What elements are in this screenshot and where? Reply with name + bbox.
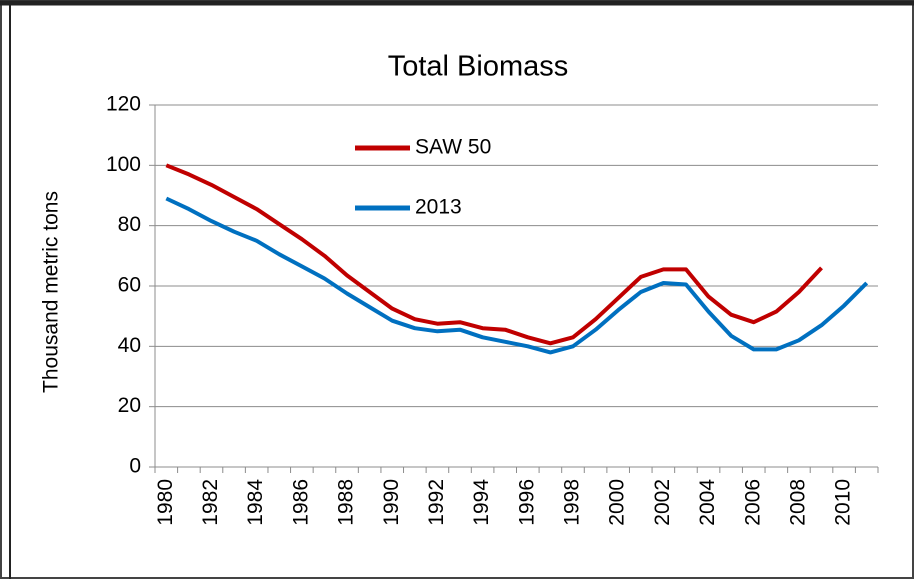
chart-title: Total Biomass (388, 51, 569, 83)
x-tick-label: 2000 (606, 479, 629, 526)
y-tick-label: 80 (118, 213, 141, 236)
x-tick-label: 1988 (335, 479, 358, 526)
x-tick-label: 2006 (741, 479, 764, 526)
y-tick-label: 20 (118, 394, 141, 417)
legend-label: SAW 50 (415, 136, 491, 159)
x-tick-label: 1998 (561, 479, 584, 526)
y-tick-label: 60 (118, 274, 141, 297)
legend-label: 2013 (415, 196, 462, 219)
series-line (165, 163, 823, 346)
x-tick-label: 1996 (515, 479, 538, 526)
x-tick-label: 2010 (832, 479, 855, 526)
x-tick-label: 1986 (289, 479, 312, 526)
x-tick-label: 2002 (651, 479, 674, 526)
x-tick-label: 1980 (154, 479, 177, 526)
y-tick-label: 120 (106, 93, 141, 116)
x-tick-label: 2004 (696, 479, 719, 526)
x-tick-label: 1994 (470, 479, 493, 526)
y-axis-label: Thousand metric tons (40, 191, 63, 393)
y-tick-label: 0 (129, 455, 141, 478)
y-tick-label: 40 (118, 334, 141, 357)
x-tick-label: 1984 (244, 479, 267, 526)
y-tick-label: 100 (106, 153, 141, 176)
x-tick-label: 1990 (380, 479, 403, 526)
x-tick-label: 1982 (199, 479, 222, 526)
x-tick-label: 1992 (425, 479, 448, 526)
series-line (165, 196, 869, 355)
x-tick-label: 2008 (786, 479, 809, 526)
